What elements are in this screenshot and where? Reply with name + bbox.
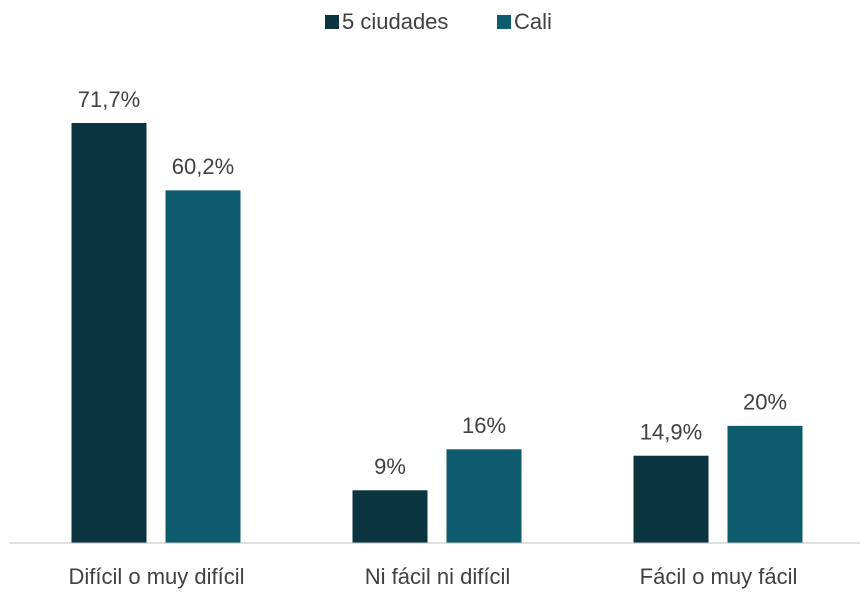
x-tick-label: Ni fácil ni difícil (365, 564, 510, 589)
data-label: 9% (374, 454, 406, 479)
data-label: 20% (743, 390, 787, 415)
bar (727, 425, 803, 543)
bar (446, 449, 522, 543)
data-label: 60,2% (172, 154, 234, 179)
x-tick-label: Difícil o muy difícil (68, 564, 244, 589)
x-tick-label: Fácil o muy fácil (640, 564, 798, 589)
bar (633, 455, 709, 543)
bar (71, 123, 147, 543)
legend-swatch (497, 15, 511, 29)
data-label: 16% (462, 413, 506, 438)
legend-label: 5 ciudades (342, 9, 448, 34)
legend-label: Cali (514, 9, 552, 34)
data-label: 71,7% (78, 87, 140, 112)
legend-swatch (325, 15, 339, 29)
bar (352, 490, 428, 543)
data-label: 14,9% (640, 420, 702, 445)
bar (165, 190, 241, 543)
